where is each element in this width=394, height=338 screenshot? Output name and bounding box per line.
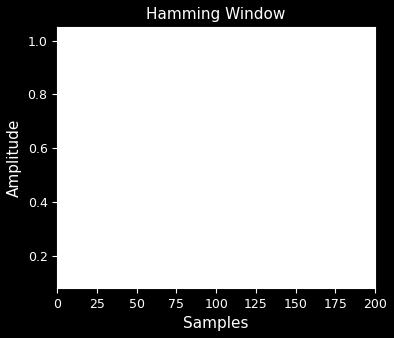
Y-axis label: Amplitude: Amplitude bbox=[7, 118, 22, 197]
X-axis label: Samples: Samples bbox=[184, 316, 249, 331]
Title: Hamming Window: Hamming Window bbox=[147, 7, 286, 22]
